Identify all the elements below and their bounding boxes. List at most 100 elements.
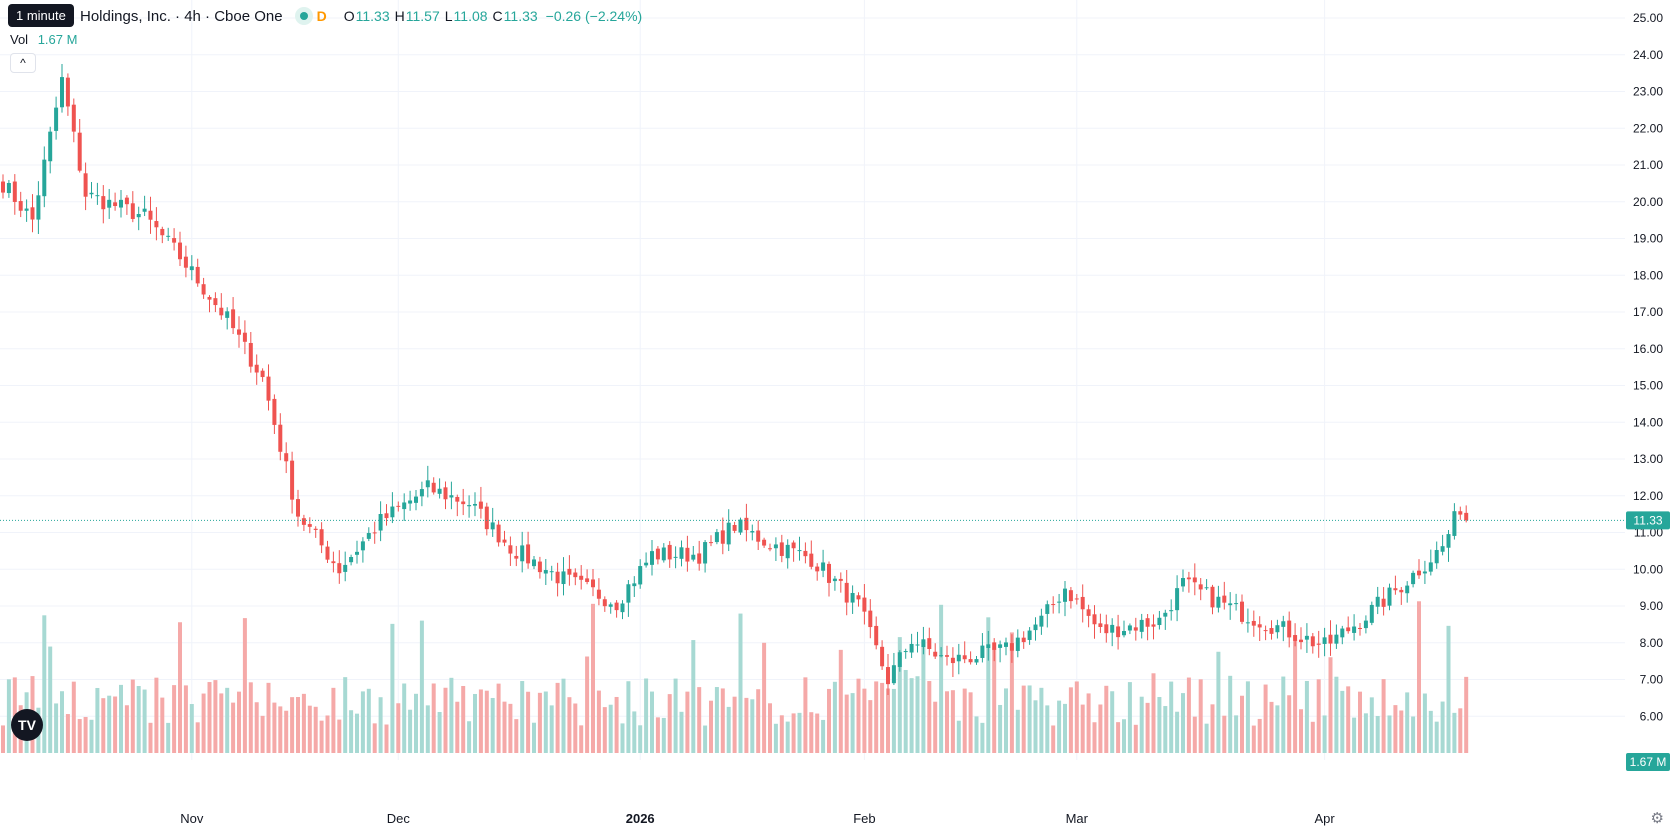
- candle-body: [762, 539, 767, 546]
- candle: [213, 292, 218, 313]
- settings-gear-icon[interactable]: ⚙: [1650, 810, 1664, 827]
- candle-body: [968, 659, 973, 663]
- candle: [443, 481, 448, 510]
- candle-body: [437, 488, 442, 494]
- candle-body: [207, 296, 212, 300]
- candle-body: [1222, 595, 1227, 603]
- volume-bar: [838, 649, 843, 753]
- candle: [591, 569, 595, 597]
- candle-body: [1074, 598, 1079, 600]
- volume-bar: [874, 681, 879, 753]
- candle-body: [366, 533, 371, 539]
- price-tick-label: 24.00: [1633, 48, 1663, 62]
- volume-bar: [567, 697, 572, 753]
- candle: [1310, 633, 1315, 654]
- candle-body: [573, 572, 578, 578]
- candle: [968, 651, 973, 665]
- volume-bar: [1033, 700, 1038, 753]
- candle-body: [591, 579, 595, 588]
- candle: [237, 316, 241, 348]
- volume-bar: [207, 682, 212, 753]
- volume-bar: [301, 693, 306, 753]
- candle: [1399, 587, 1404, 605]
- volume-bar: [797, 712, 802, 753]
- volume-bar: [927, 681, 932, 753]
- candle-body: [1464, 512, 1469, 521]
- candle: [655, 546, 660, 565]
- volume-bar: [1175, 711, 1180, 753]
- volume-bar: [384, 724, 389, 753]
- candle: [1263, 625, 1268, 641]
- candle: [661, 543, 666, 563]
- market-status-icon[interactable]: [294, 7, 313, 25]
- candle-body: [1228, 603, 1233, 606]
- volume-bar: [620, 723, 625, 753]
- candle-body: [284, 453, 289, 462]
- candle: [349, 554, 354, 566]
- candle-body: [496, 524, 501, 543]
- time-tick-label: Apr: [1314, 811, 1335, 826]
- volume-bar: [1251, 725, 1256, 753]
- candle-body: [1363, 620, 1368, 629]
- candle-body: [1263, 630, 1268, 632]
- candle: [372, 521, 377, 544]
- candle: [1440, 534, 1445, 556]
- candle: [207, 295, 212, 313]
- candle-body: [1399, 589, 1404, 593]
- volume-bar: [478, 689, 483, 753]
- volume-bar: [1263, 684, 1268, 753]
- candle: [891, 652, 896, 686]
- candle: [980, 633, 985, 663]
- candle-body: [484, 506, 489, 530]
- symbol-title[interactable]: Holdings, Inc. · 4h · Cboe One: [80, 7, 283, 25]
- candle-body: [449, 495, 454, 498]
- candle-body: [691, 554, 696, 560]
- candle: [65, 73, 70, 116]
- volume-bar: [1299, 709, 1303, 753]
- candle-body: [219, 307, 224, 316]
- volume-bar: [1004, 688, 1008, 753]
- candle-body: [195, 266, 200, 284]
- volume-bar: [1375, 715, 1380, 753]
- tradingview-logo-icon[interactable]: TV: [11, 709, 43, 741]
- price-tick-label: 13.00: [1633, 452, 1663, 466]
- volume-bar: [750, 699, 755, 753]
- volume-bar: [201, 693, 206, 753]
- volume-bar: [821, 719, 826, 753]
- candle: [160, 226, 165, 244]
- candle: [396, 501, 401, 512]
- candle-body: [71, 104, 76, 132]
- volume-bar: [290, 697, 295, 753]
- candle-body: [520, 545, 525, 562]
- volume-bar: [89, 719, 94, 753]
- candle: [107, 188, 112, 219]
- candle-body: [313, 528, 318, 530]
- candle-body: [1446, 534, 1451, 548]
- candle: [644, 552, 649, 568]
- candle: [880, 640, 885, 670]
- candle-body: [697, 553, 702, 564]
- volume-bar: [219, 693, 224, 753]
- candle: [1428, 549, 1433, 576]
- volume-bar: [54, 703, 59, 753]
- volume-bar: [65, 714, 70, 753]
- candle-body: [638, 566, 643, 585]
- candle: [732, 521, 737, 534]
- candle-body: [384, 513, 389, 519]
- volume-bar: [773, 723, 778, 753]
- volume-bar: [1434, 721, 1439, 753]
- price-tick-label: 14.00: [1633, 415, 1663, 429]
- volume-bar: [1304, 680, 1309, 753]
- collapse-legend-button[interactable]: ^: [10, 53, 36, 73]
- volume-bar: [1369, 697, 1374, 753]
- volume-bar: [1446, 625, 1451, 753]
- price-tick-label: 16.00: [1633, 342, 1663, 356]
- candle: [402, 493, 407, 521]
- volume-bar: [101, 698, 106, 753]
- candle-body: [838, 578, 843, 581]
- candle: [124, 195, 129, 215]
- candle: [815, 563, 820, 581]
- candle-body: [1216, 596, 1221, 608]
- volume-bar: [443, 687, 448, 753]
